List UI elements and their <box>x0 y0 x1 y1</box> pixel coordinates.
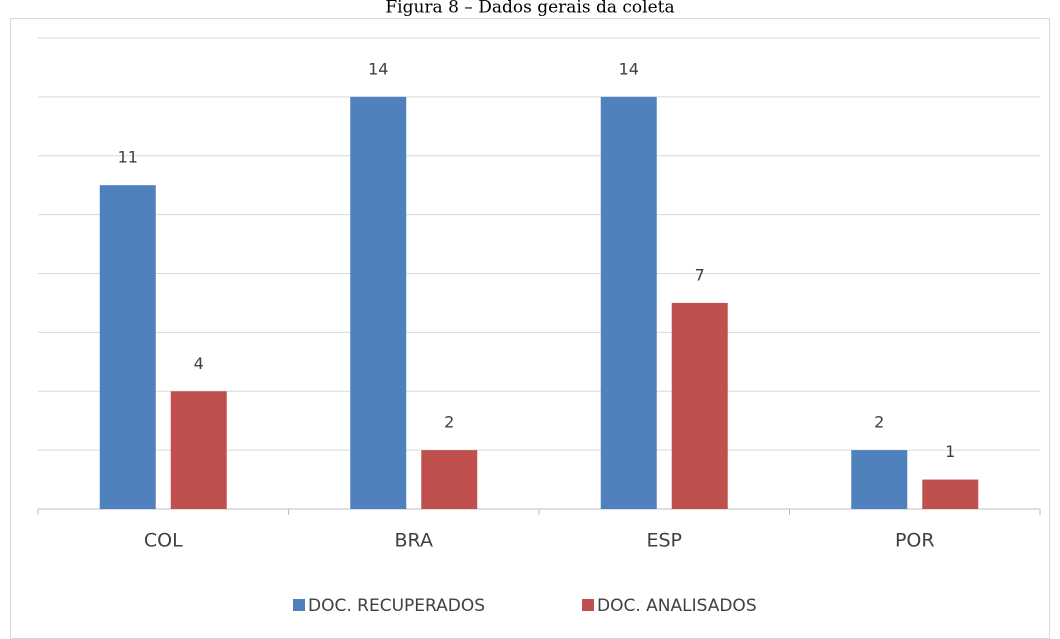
legend-label: DOC. ANALISADOS <box>597 596 757 616</box>
bar <box>170 391 227 509</box>
data-label: 11 <box>118 148 138 167</box>
x-tick-label: BRA <box>395 530 433 552</box>
data-label: 4 <box>194 354 204 373</box>
bar <box>99 185 156 509</box>
x-tick-label: COL <box>144 530 183 552</box>
data-label: 7 <box>695 265 705 284</box>
data-label: 14 <box>368 59 388 78</box>
data-label: 2 <box>444 413 454 432</box>
legend-label: DOC. RECUPERADOS <box>308 596 485 616</box>
chart-title: Figura 8 – Dados gerais da coleta <box>385 0 674 18</box>
bar <box>851 450 908 509</box>
legend-swatch <box>582 599 594 611</box>
data-label: 1 <box>945 442 955 461</box>
x-tick-label: POR <box>895 530 935 552</box>
bar <box>350 96 407 509</box>
chart-frame <box>10 18 1050 639</box>
bar <box>600 96 657 509</box>
bar <box>421 450 478 509</box>
legend-swatch <box>293 599 305 611</box>
x-tick-label: ESP <box>646 530 682 552</box>
data-label: 14 <box>619 59 639 78</box>
bar <box>922 479 979 509</box>
bar <box>671 302 728 509</box>
data-label: 2 <box>874 413 884 432</box>
